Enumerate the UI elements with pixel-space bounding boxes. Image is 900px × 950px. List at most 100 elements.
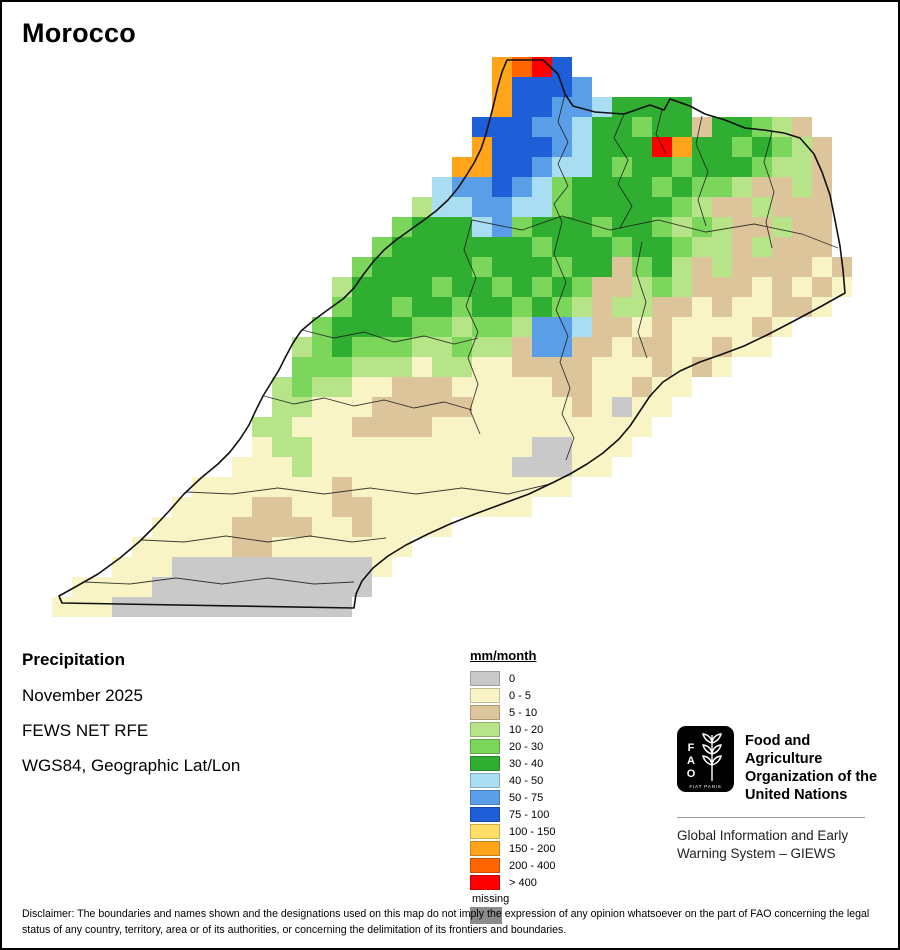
map-cell — [432, 397, 452, 417]
map-cell — [732, 137, 752, 157]
legend-entry: 10 - 20 — [470, 722, 555, 737]
map-cell — [712, 277, 732, 297]
legend-label: 5 - 10 — [509, 706, 538, 719]
map-cell — [612, 197, 632, 217]
map-cell — [452, 217, 472, 237]
map-cell — [732, 317, 752, 337]
map-cell — [752, 197, 772, 217]
map-cell — [392, 297, 412, 317]
map-cell — [272, 537, 292, 557]
map-cell — [72, 597, 92, 617]
map-cell — [592, 137, 612, 157]
map-cell — [472, 457, 492, 477]
map-cell — [732, 237, 752, 257]
map-cell — [332, 457, 352, 477]
map-cell — [712, 157, 732, 177]
map-cell — [552, 317, 572, 337]
fao-logo-letter: F — [688, 742, 695, 754]
map-cell — [552, 277, 572, 297]
map-cell — [352, 477, 372, 497]
map-cell — [792, 277, 812, 297]
map-cell — [492, 117, 512, 137]
map-cell — [152, 577, 172, 597]
map-cell — [572, 97, 592, 117]
legend-swatch — [470, 756, 500, 771]
map-cell — [592, 157, 612, 177]
map-cell — [372, 377, 392, 397]
org-name: Food and Agriculture Organization of the… — [745, 733, 878, 803]
map-cell — [312, 397, 332, 417]
legend-entry: 40 - 50 — [470, 773, 555, 788]
map-cell — [352, 397, 372, 417]
map-cell — [732, 157, 752, 177]
map-cell — [552, 457, 572, 477]
map-cell — [732, 217, 752, 237]
map-cell — [372, 317, 392, 337]
admin-boundary — [185, 483, 551, 495]
legend-swatch — [470, 824, 500, 839]
map-cell — [652, 337, 672, 357]
map-cell — [652, 297, 672, 317]
map-cell — [292, 417, 312, 437]
map-cell — [652, 237, 672, 257]
map-cell — [492, 257, 512, 277]
map-cell — [132, 577, 152, 597]
map-cell — [472, 177, 492, 197]
map-cell — [432, 497, 452, 517]
map-cell — [212, 537, 232, 557]
admin-boundary — [301, 329, 479, 345]
map-cell — [392, 317, 412, 337]
map-cell — [472, 397, 492, 417]
map-cell — [572, 297, 592, 317]
admin-boundary — [635, 241, 648, 359]
map-cell — [572, 237, 592, 257]
map-cell — [612, 397, 632, 417]
map-cell — [592, 317, 612, 337]
map-cell — [492, 157, 512, 177]
map-cell — [652, 157, 672, 177]
map-cell — [592, 97, 612, 117]
map-cell — [672, 257, 692, 277]
map-cell — [612, 417, 632, 437]
legend-swatch — [470, 858, 500, 873]
giews-program-name: Global Information and Early Warning Sys… — [677, 828, 849, 861]
map-cell — [332, 317, 352, 337]
admin-boundaries — [83, 93, 839, 585]
map-cell — [632, 417, 652, 437]
map-cell — [752, 157, 772, 177]
admin-boundary — [263, 395, 473, 411]
map-cell — [492, 337, 512, 357]
map-cell — [392, 477, 412, 497]
map-cell — [672, 117, 692, 137]
map-cell — [532, 337, 552, 357]
country-outline — [58, 59, 846, 609]
map-cell — [392, 457, 412, 477]
map-cell — [472, 417, 492, 437]
map-cell — [352, 457, 372, 477]
map-cell — [452, 377, 472, 397]
map-cell — [672, 197, 692, 217]
map-cell — [332, 577, 352, 597]
map-cell — [592, 397, 612, 417]
map-cell — [392, 497, 412, 517]
map-cell — [492, 377, 512, 397]
map-cell — [372, 257, 392, 277]
map-cell — [392, 397, 412, 417]
map-cell — [732, 257, 752, 277]
map-cell — [172, 597, 192, 617]
map-cell — [652, 177, 672, 197]
map-cell — [432, 337, 452, 357]
map-cell — [472, 497, 492, 517]
map-cell — [312, 317, 332, 337]
map-cell — [232, 517, 252, 537]
map-cell — [492, 297, 512, 317]
map-cell — [192, 477, 212, 497]
map-cell — [692, 357, 712, 377]
map-cell — [352, 377, 372, 397]
map-cell — [392, 337, 412, 357]
map-cell — [412, 377, 432, 397]
map-cell — [512, 357, 532, 377]
map-cell — [392, 517, 412, 537]
map-cell — [752, 217, 772, 237]
map-cell — [532, 117, 552, 137]
